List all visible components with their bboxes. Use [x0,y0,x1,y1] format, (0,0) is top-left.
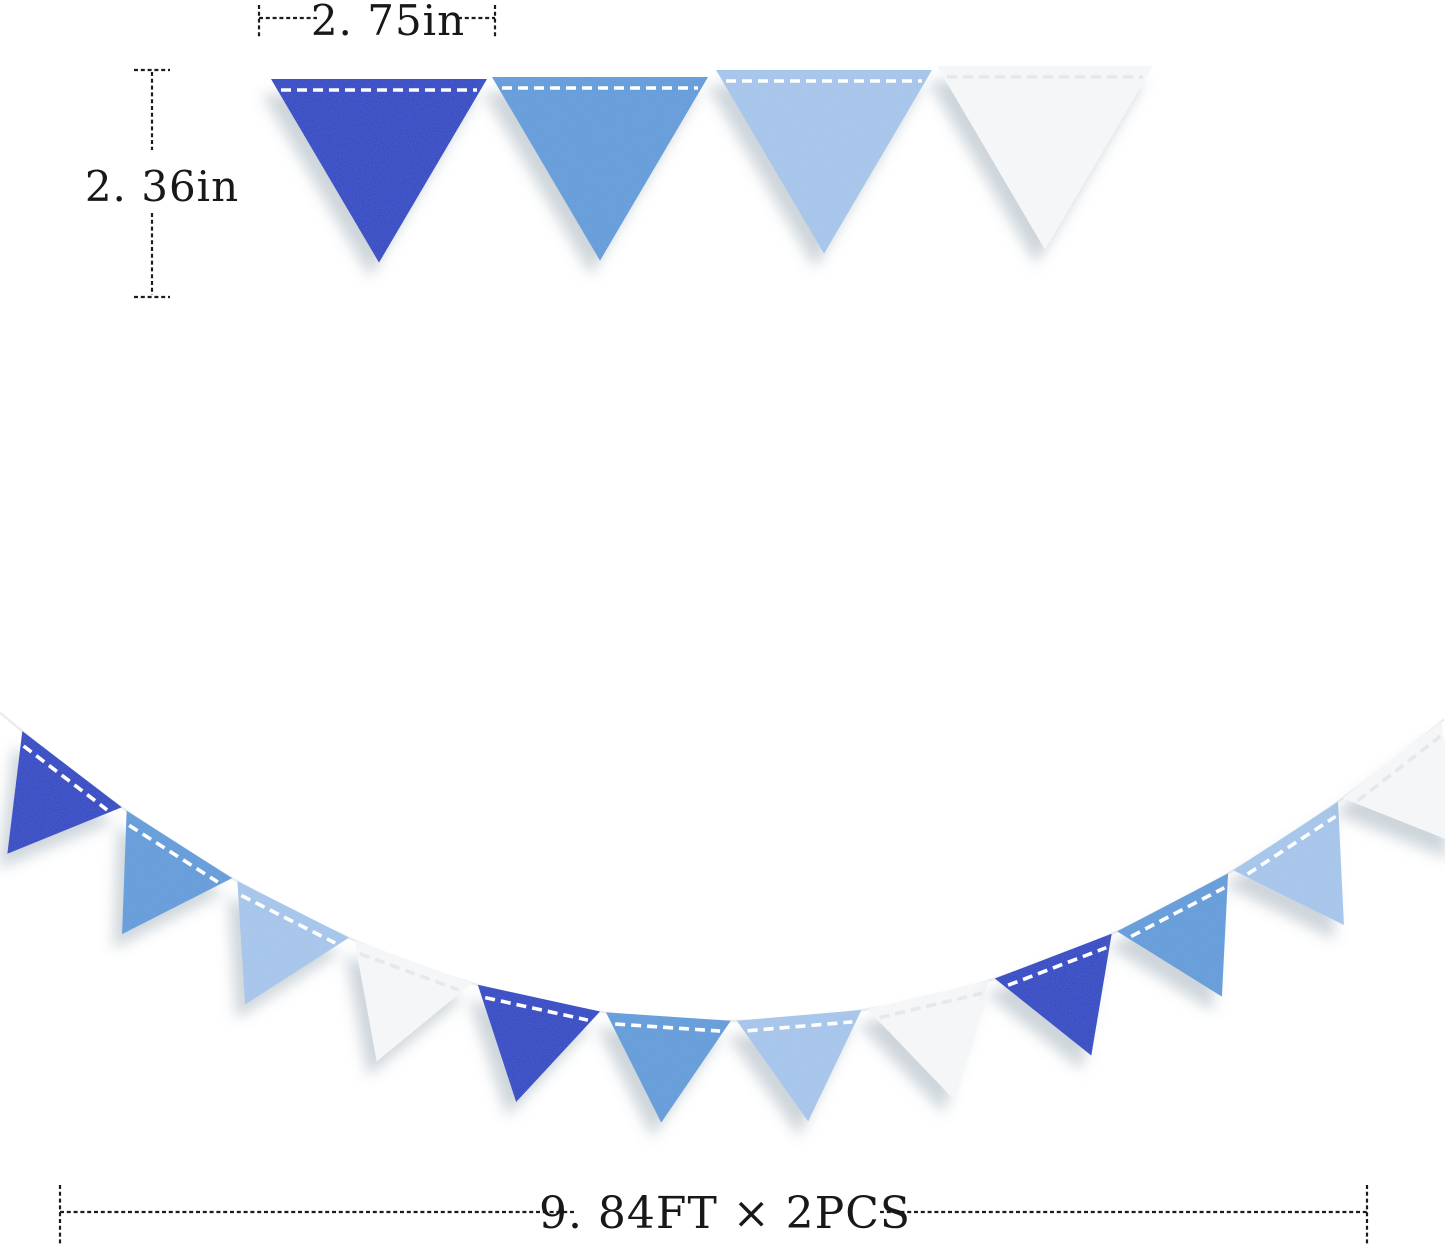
banner-string [0,711,1445,1023]
banner-length-label: 9. 84FT × 2PCS [539,1188,911,1239]
banner-length-dimension: 9. 84FT × 2PCS [58,1185,1369,1246]
pennant-flag-royal_blue [477,984,601,1103]
flag-width-dimension: 2. 75in [257,0,497,45]
stitch-line [879,991,983,1020]
pennant-flag-light_blue [1233,801,1344,926]
stitch-line [1356,734,1442,803]
pennant-flag-light_blue [716,70,932,254]
pennant-flag-white [1342,721,1445,839]
bottom-banner [7,721,1445,1123]
pennant-flag-light_blue [736,1010,862,1122]
pennant-flag-medium_blue [1117,873,1229,997]
flag-height-label: 2. 36in [85,162,239,211]
pennant-flag-white [354,940,473,1062]
stitch-line [615,1022,721,1033]
stitch-line [359,952,460,992]
pennant-flag-medium_blue [122,810,233,935]
pennant-flag-medium_blue [605,1012,731,1123]
pennant-flag-royal_blue [271,79,487,263]
stitch-line [1007,945,1107,987]
flag-height-dimension: 2. 36in [85,68,239,299]
stitch-line [484,995,589,1022]
stitch-line [240,893,336,945]
stitch-line [1246,814,1337,876]
stitch-line [22,744,109,812]
pennant-flag-royal_blue [7,731,122,854]
pennant-flag-light_blue [237,881,350,1005]
stitch-line [747,1020,853,1033]
stitch-line [128,823,219,884]
pennant-flag-royal_blue [994,933,1112,1056]
flag-width-label: 2. 75in [311,0,465,45]
stitch-line [1130,886,1226,939]
pennant-flag-medium_blue [492,77,708,261]
pennant-flag-white [937,66,1153,250]
pennant-flag-white [867,980,990,1099]
top-banner [271,66,1153,263]
